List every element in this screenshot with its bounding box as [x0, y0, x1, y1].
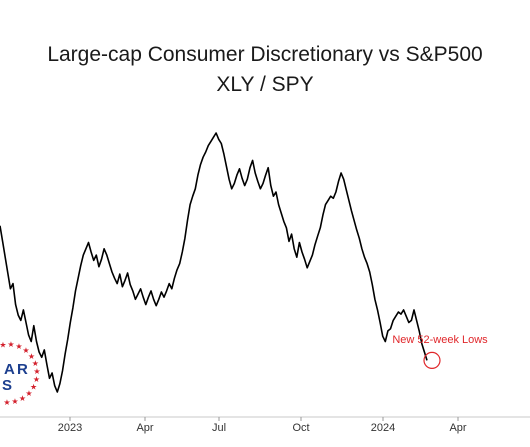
- watermark-star: ★: [28, 352, 35, 361]
- watermark-star: ★: [25, 389, 32, 398]
- series-line: [0, 132, 428, 393]
- x-tick-label: Apr: [449, 422, 466, 434]
- new-low-marker: [423, 351, 441, 369]
- watermark-star: ★: [0, 340, 7, 349]
- watermark-star: ★: [19, 394, 26, 403]
- watermark-star: ★: [22, 346, 29, 355]
- chart-subtitle: XLY / SPY: [216, 73, 313, 96]
- watermark-letter: R: [17, 361, 28, 378]
- watermark-letter: A: [4, 361, 15, 378]
- watermark-star: ★: [11, 397, 18, 406]
- x-tick-label: Oct: [292, 422, 309, 434]
- watermark-star: ★: [3, 398, 10, 407]
- chart-title: Large-cap Consumer Discretionary vs S&P5…: [47, 43, 482, 66]
- watermark-star: ★: [33, 367, 40, 376]
- watermark-star: ★: [33, 375, 40, 384]
- x-tick-label: Apr: [136, 422, 153, 434]
- x-tick-label: 2024: [371, 422, 395, 434]
- watermark-star: ★: [15, 342, 22, 351]
- annotation-label: New 52-week Lows: [392, 334, 488, 346]
- x-tick-label: Jul: [212, 422, 226, 434]
- x-axis-ticks: 2023 Apr Jul Oct 2024 Apr: [58, 417, 467, 434]
- x-tick-label: 2023: [58, 422, 82, 434]
- watermark-star: ★: [32, 359, 39, 368]
- watermark-star: ★: [30, 383, 37, 392]
- watermark-star: ★: [7, 340, 14, 349]
- watermark-logo: ★ ★ ★ ★★★★★★★★★★ A R S: [0, 340, 40, 407]
- watermark-stars: ★ ★ ★ ★★★★★★★★★★: [0, 340, 40, 407]
- watermark-letter: S: [2, 377, 12, 394]
